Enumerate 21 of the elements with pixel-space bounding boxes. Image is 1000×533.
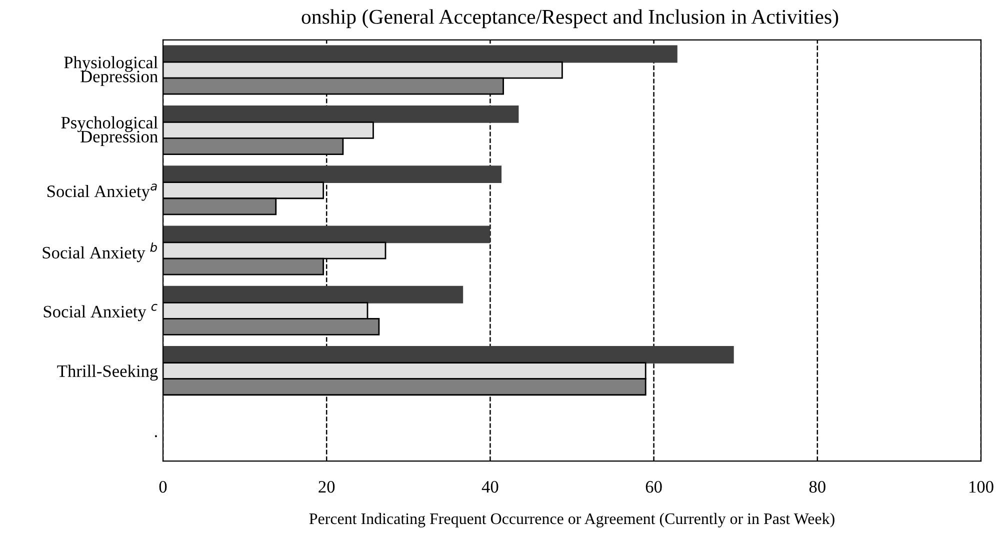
chart-title: onship (General Acceptance/Respect and Inclusion in Activities): [302, 9, 838, 28]
bar: [163, 286, 464, 304]
y-tick-label: Social Anxiety$^{a}$: [47, 184, 157, 201]
y-tick-label: Social Anxiety $^{b}$: [42, 242, 157, 262]
bar: [163, 226, 490, 244]
y-tick-label: Social Anxiety $^{c}$: [44, 304, 158, 322]
bar: [163, 45, 678, 63]
x-tick-label: 100: [970, 480, 994, 493]
x-tick-label: 20: [318, 480, 335, 493]
y-tick-label: Thrill-Seeking: [57, 364, 158, 381]
y-tick-label: .: [154, 435, 157, 438]
x-tick-label: 80: [809, 480, 826, 493]
x-tick-label: 0: [159, 480, 167, 493]
x-axis-title: Percent Indicating Frequent Occurrence or Agreement (Currently or in Past Week): [309, 512, 834, 528]
bar: [163, 346, 734, 364]
bar: [163, 105, 519, 123]
x-tick-label: 40: [482, 480, 498, 493]
bar: [163, 166, 502, 184]
x-tick-label: 60: [646, 480, 662, 493]
y-tick-label: Psychological Depression: [61, 116, 158, 146]
y-tick-label: Physiological Depression: [64, 56, 158, 86]
